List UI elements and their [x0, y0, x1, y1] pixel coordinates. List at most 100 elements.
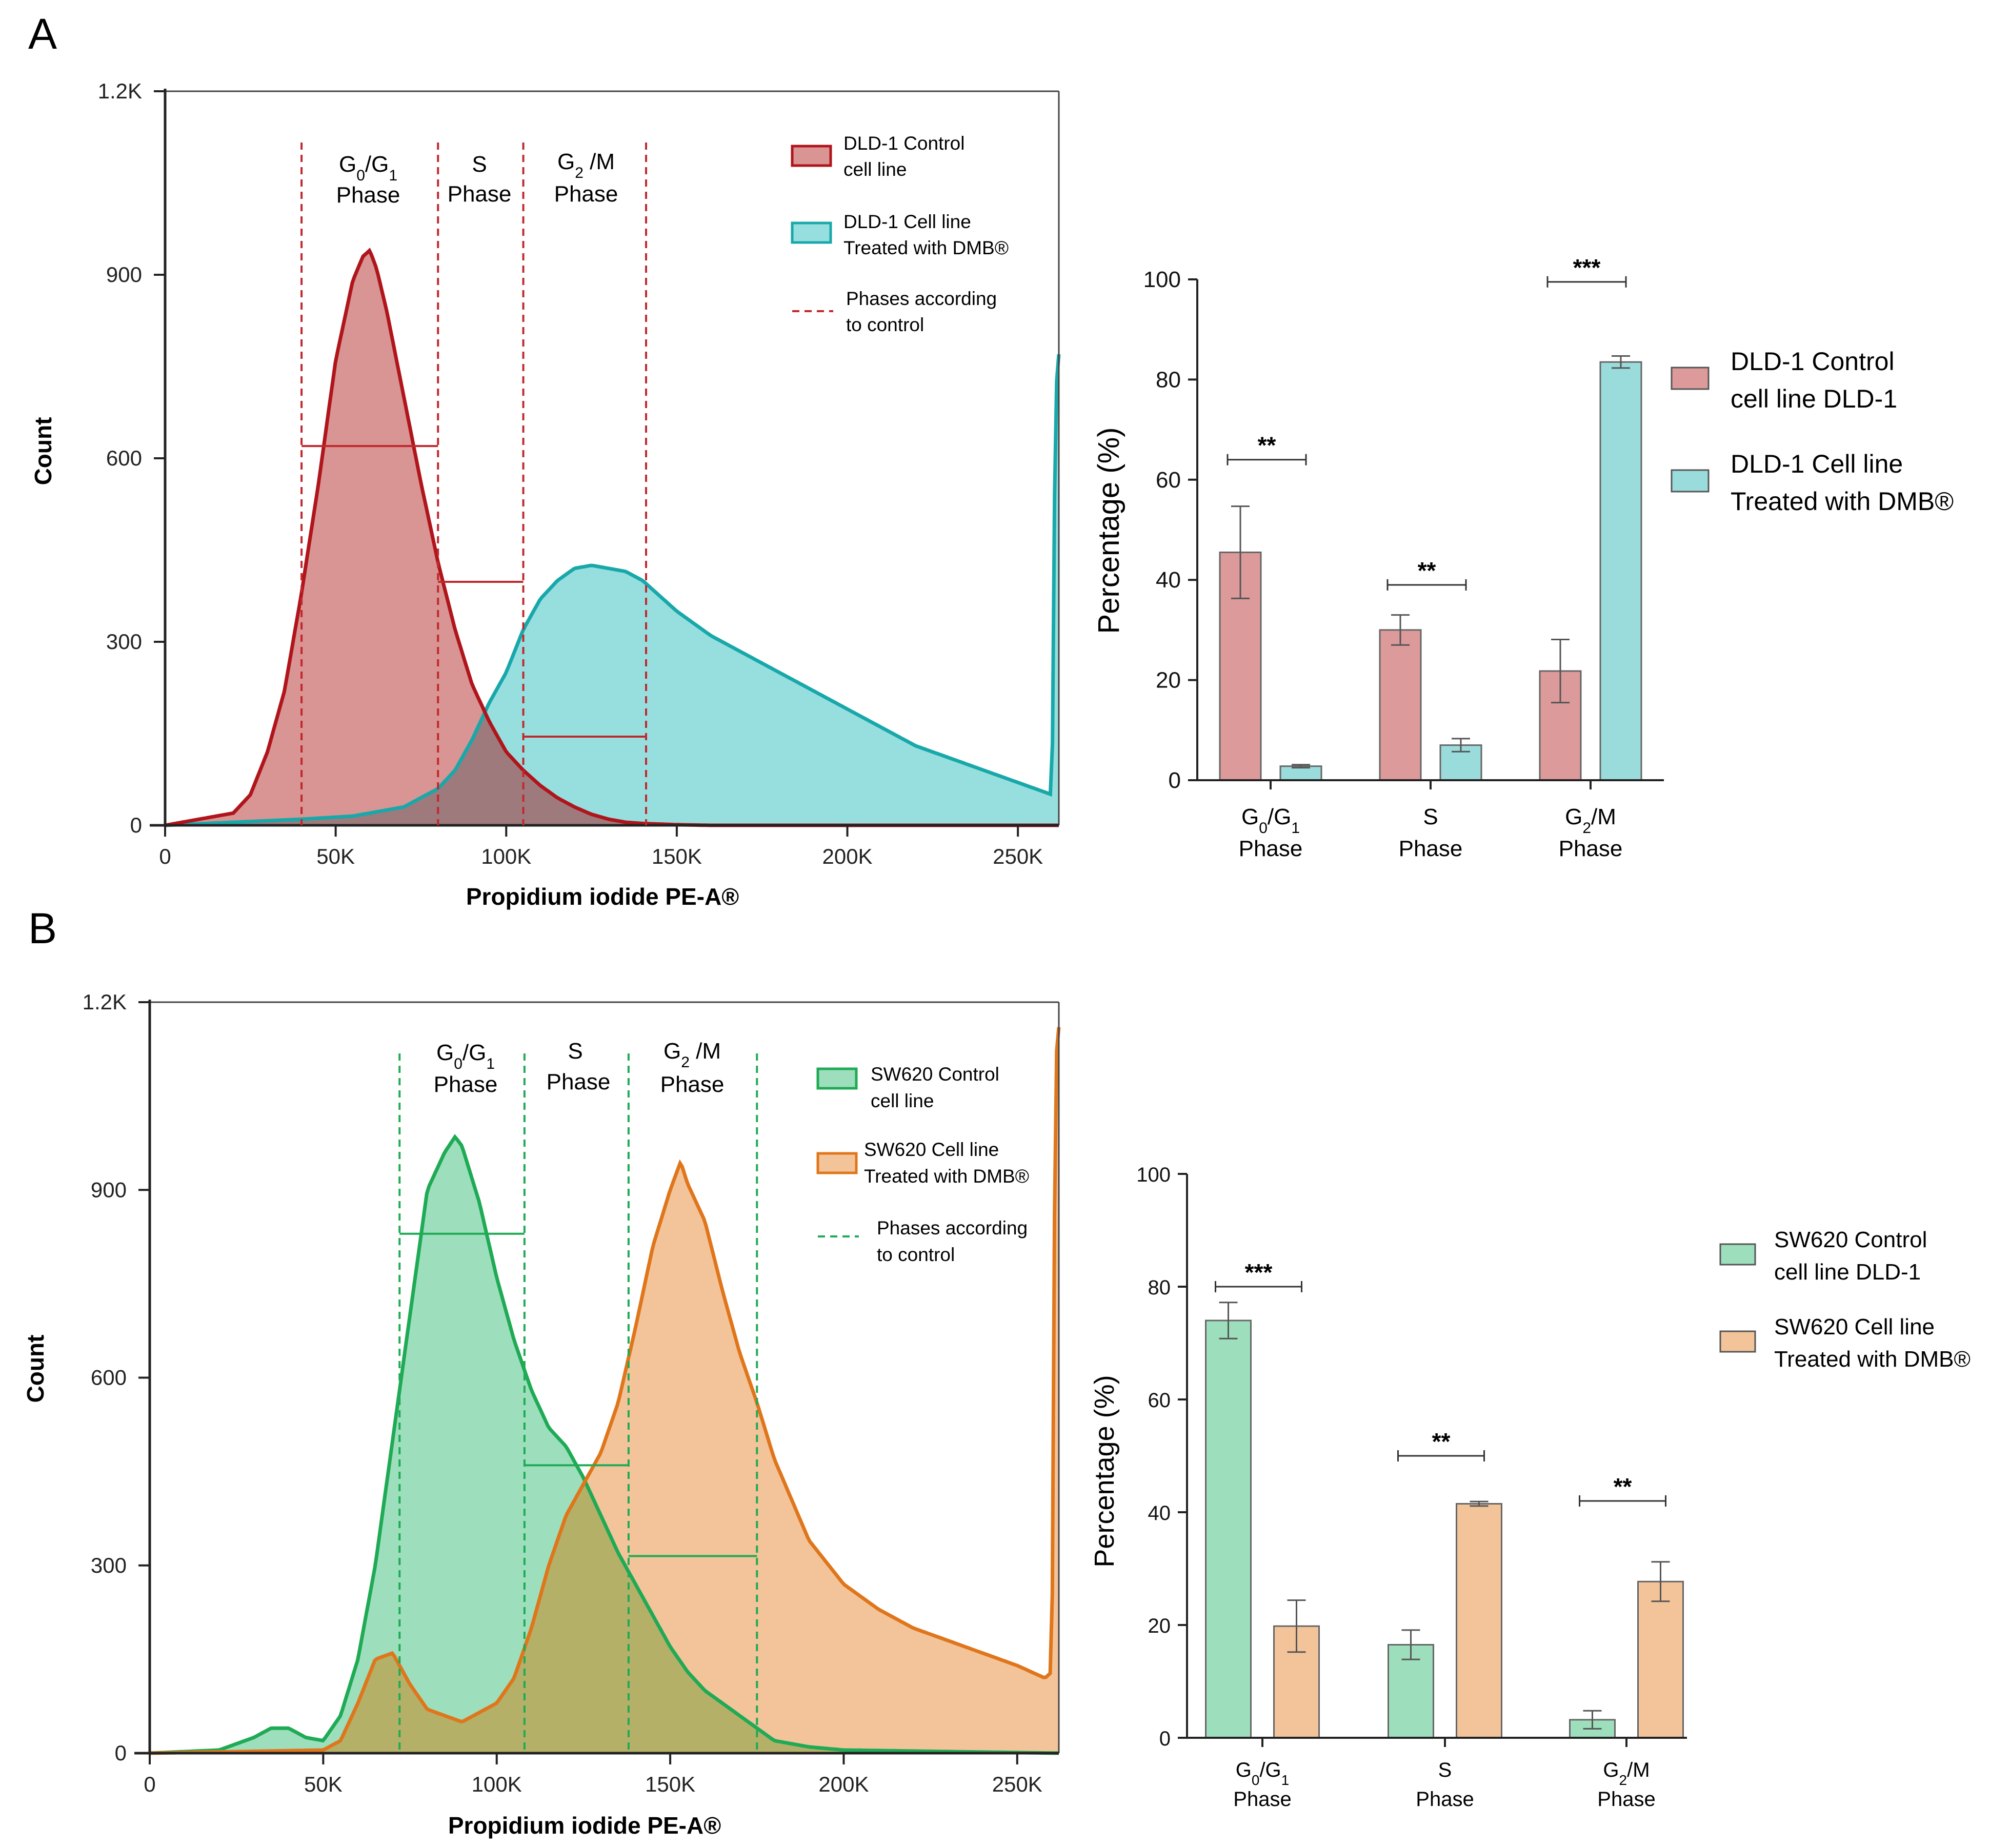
histogram-a-x-ticks: 0 50K 100K 150K 200K 250K	[159, 825, 1043, 868]
bar-chart-a-category-g2m-phase: Phase	[1559, 836, 1623, 861]
legend-a2-treated-line2: Treated with DMB®	[1731, 487, 1954, 516]
bar-chart-b-category-s-phase: Phase	[1416, 1788, 1474, 1811]
legend-b-treated-line1: SW620 Cell line	[864, 1139, 999, 1160]
y-tick-label: 20	[1148, 1615, 1171, 1637]
y-tick-label: 80	[1156, 367, 1181, 392]
legend-b-control-line1: SW620 Control	[871, 1064, 999, 1085]
legend-a2-control-swatch	[1671, 367, 1710, 390]
legend-a-phase-line1: Phases according	[846, 288, 997, 309]
legend-b2-control-line2: cell line DLD-1	[1774, 1260, 1921, 1285]
x-tick-label: 200K	[822, 844, 872, 868]
histogram-a-phase-label-s-phase: Phase	[448, 181, 512, 207]
bar-chart-b-category-g2m-phase: Phase	[1597, 1788, 1655, 1811]
bar	[1439, 744, 1482, 781]
bar-chart-b-y-ticks: 0 20 40 60 80 100	[1136, 1164, 1187, 1750]
y-tick-label: 60	[1156, 468, 1181, 493]
y-tick-label: 0	[115, 1741, 127, 1765]
legend-a2-control-line2: cell line DLD-1	[1731, 384, 1897, 413]
legend-a-phase-line2: to control	[846, 314, 924, 335]
legend-a-treated-swatch	[791, 221, 832, 244]
histogram-a-phase-label-s: S	[472, 152, 487, 177]
legend-a2-treated-swatch	[1671, 469, 1710, 493]
bar-chart-a-category-g0g1-phase: Phase	[1239, 836, 1303, 861]
histogram-b-phase-label-g0g1-phase: Phase	[434, 1072, 498, 1097]
bar	[1599, 361, 1642, 781]
x-tick-label: 100K	[472, 1772, 522, 1796]
bar-chart-b-category-g2m: G2/M	[1603, 1759, 1650, 1788]
x-tick-label: 0	[159, 844, 171, 868]
bar-chart-b-bars	[1205, 1319, 1684, 1739]
legend-a2-control-line1: DLD-1 Control	[1731, 347, 1895, 376]
bar	[1379, 629, 1422, 781]
histogram-b-y-ticks: 0 300 600 900 1.2K	[83, 990, 150, 1765]
histogram-a-phase-label-g0g1: G0/G1	[339, 152, 397, 184]
significance-stars: ***	[1245, 1259, 1273, 1286]
panel-label-b: B	[28, 904, 57, 952]
y-tick-label: 40	[1156, 567, 1181, 593]
histogram-b-phase-label-g2m-phase: Phase	[660, 1072, 725, 1097]
x-tick-label: 100K	[481, 844, 531, 868]
y-tick-label: 300	[91, 1553, 127, 1577]
y-tick-label: 0	[1169, 768, 1181, 793]
x-tick-label: 50K	[316, 844, 355, 868]
panel-label-a: A	[28, 10, 57, 58]
histogram-b-overlap-area	[150, 1481, 1059, 1753]
y-tick-label: 0	[130, 813, 142, 837]
legend-a-treated-line2: Treated with DMB®	[843, 237, 1009, 258]
legend-b2-treated-line1: SW620 Cell line	[1774, 1314, 1935, 1339]
histogram-b: 0 50K 100K 150K 200K 250K 0 300 600 900 1.2K G0/G…	[22, 990, 1061, 1839]
legend-a-treated-line1: DLD-1 Cell line	[843, 211, 971, 232]
legend-a-control-line1: DLD-1 Control	[843, 133, 964, 154]
histogram-a-control-area	[165, 250, 1059, 825]
legend-b-treated-line2: Treated with DMB®	[864, 1166, 1029, 1187]
y-tick-label: 900	[106, 262, 142, 287]
histogram-b-x-label: Propidium iodide PE-A®	[448, 1812, 721, 1839]
bar-chart-b-y-label: Percentage (%)	[1089, 1375, 1120, 1567]
legend-b2-control-swatch	[1719, 1243, 1756, 1266]
histogram-b-legend: SW620 Control cell line SW620 Cell line …	[816, 1064, 1029, 1265]
histogram-a-phase-label-g2m-phase: Phase	[554, 181, 618, 207]
bar	[1637, 1580, 1684, 1739]
y-tick-label: 100	[1143, 267, 1181, 292]
x-tick-label: 200K	[818, 1772, 869, 1796]
histogram-b-phase-lines	[398, 1053, 758, 1753]
y-tick-label: 1.2K	[83, 990, 127, 1014]
legend-b-control-swatch	[816, 1067, 858, 1090]
bar-chart-b-category-s: S	[1438, 1759, 1452, 1781]
legend-b-phase-line2: to control	[877, 1244, 955, 1265]
histogram-b-y-label: Count	[22, 1335, 49, 1403]
histogram-a-treated-line	[165, 354, 1061, 827]
x-tick-label: 250K	[993, 844, 1043, 868]
bar-chart-b-significance: *******	[1215, 1259, 1666, 1507]
x-tick-label: 150K	[645, 1772, 695, 1796]
bar-chart-b-x-ticks	[1261, 1738, 1627, 1747]
y-tick-label: 600	[106, 446, 142, 470]
significance-stars: **	[1614, 1473, 1632, 1500]
legend-b-phase-line1: Phases according	[877, 1217, 1028, 1238]
histogram-a: 0 50K 100K 150K 200K 250K 0 300 600 900 1.2K G0/G…	[30, 79, 1061, 910]
bar-chart-a-x-ticks	[1270, 780, 1592, 789]
significance-stars: ***	[1573, 254, 1601, 281]
significance-stars: **	[1258, 432, 1276, 459]
bar-chart-a-y-label: Percentage (%)	[1092, 428, 1125, 634]
histogram-a-phase-label-g2m: G2 /M	[557, 149, 615, 181]
histogram-a-gate-bars	[301, 445, 647, 738]
histogram-a-plot	[165, 248, 1061, 827]
x-tick-label: 250K	[992, 1772, 1042, 1796]
histogram-a-x-label: Propidium iodide PE-A®	[466, 883, 739, 910]
legend-b2-treated-line2: Treated with DMB®	[1774, 1347, 1971, 1372]
bar-chart-a-significance: *******	[1227, 254, 1627, 591]
histogram-b-phase-label-g2m: G2 /M	[664, 1039, 721, 1071]
y-tick-label: 600	[91, 1366, 127, 1390]
legend-b2-treated-swatch	[1719, 1330, 1756, 1353]
histogram-a-treated-area	[165, 354, 1059, 825]
bar-chart-b-category-g0g1-phase: Phase	[1233, 1788, 1291, 1811]
x-tick-label: 50K	[304, 1772, 343, 1796]
x-tick-label: 0	[144, 1772, 155, 1796]
histogram-b-phase-label-s-phase: Phase	[547, 1069, 611, 1094]
bar-chart-b-errors	[1219, 1302, 1670, 1730]
y-tick-label: 100	[1136, 1164, 1171, 1186]
